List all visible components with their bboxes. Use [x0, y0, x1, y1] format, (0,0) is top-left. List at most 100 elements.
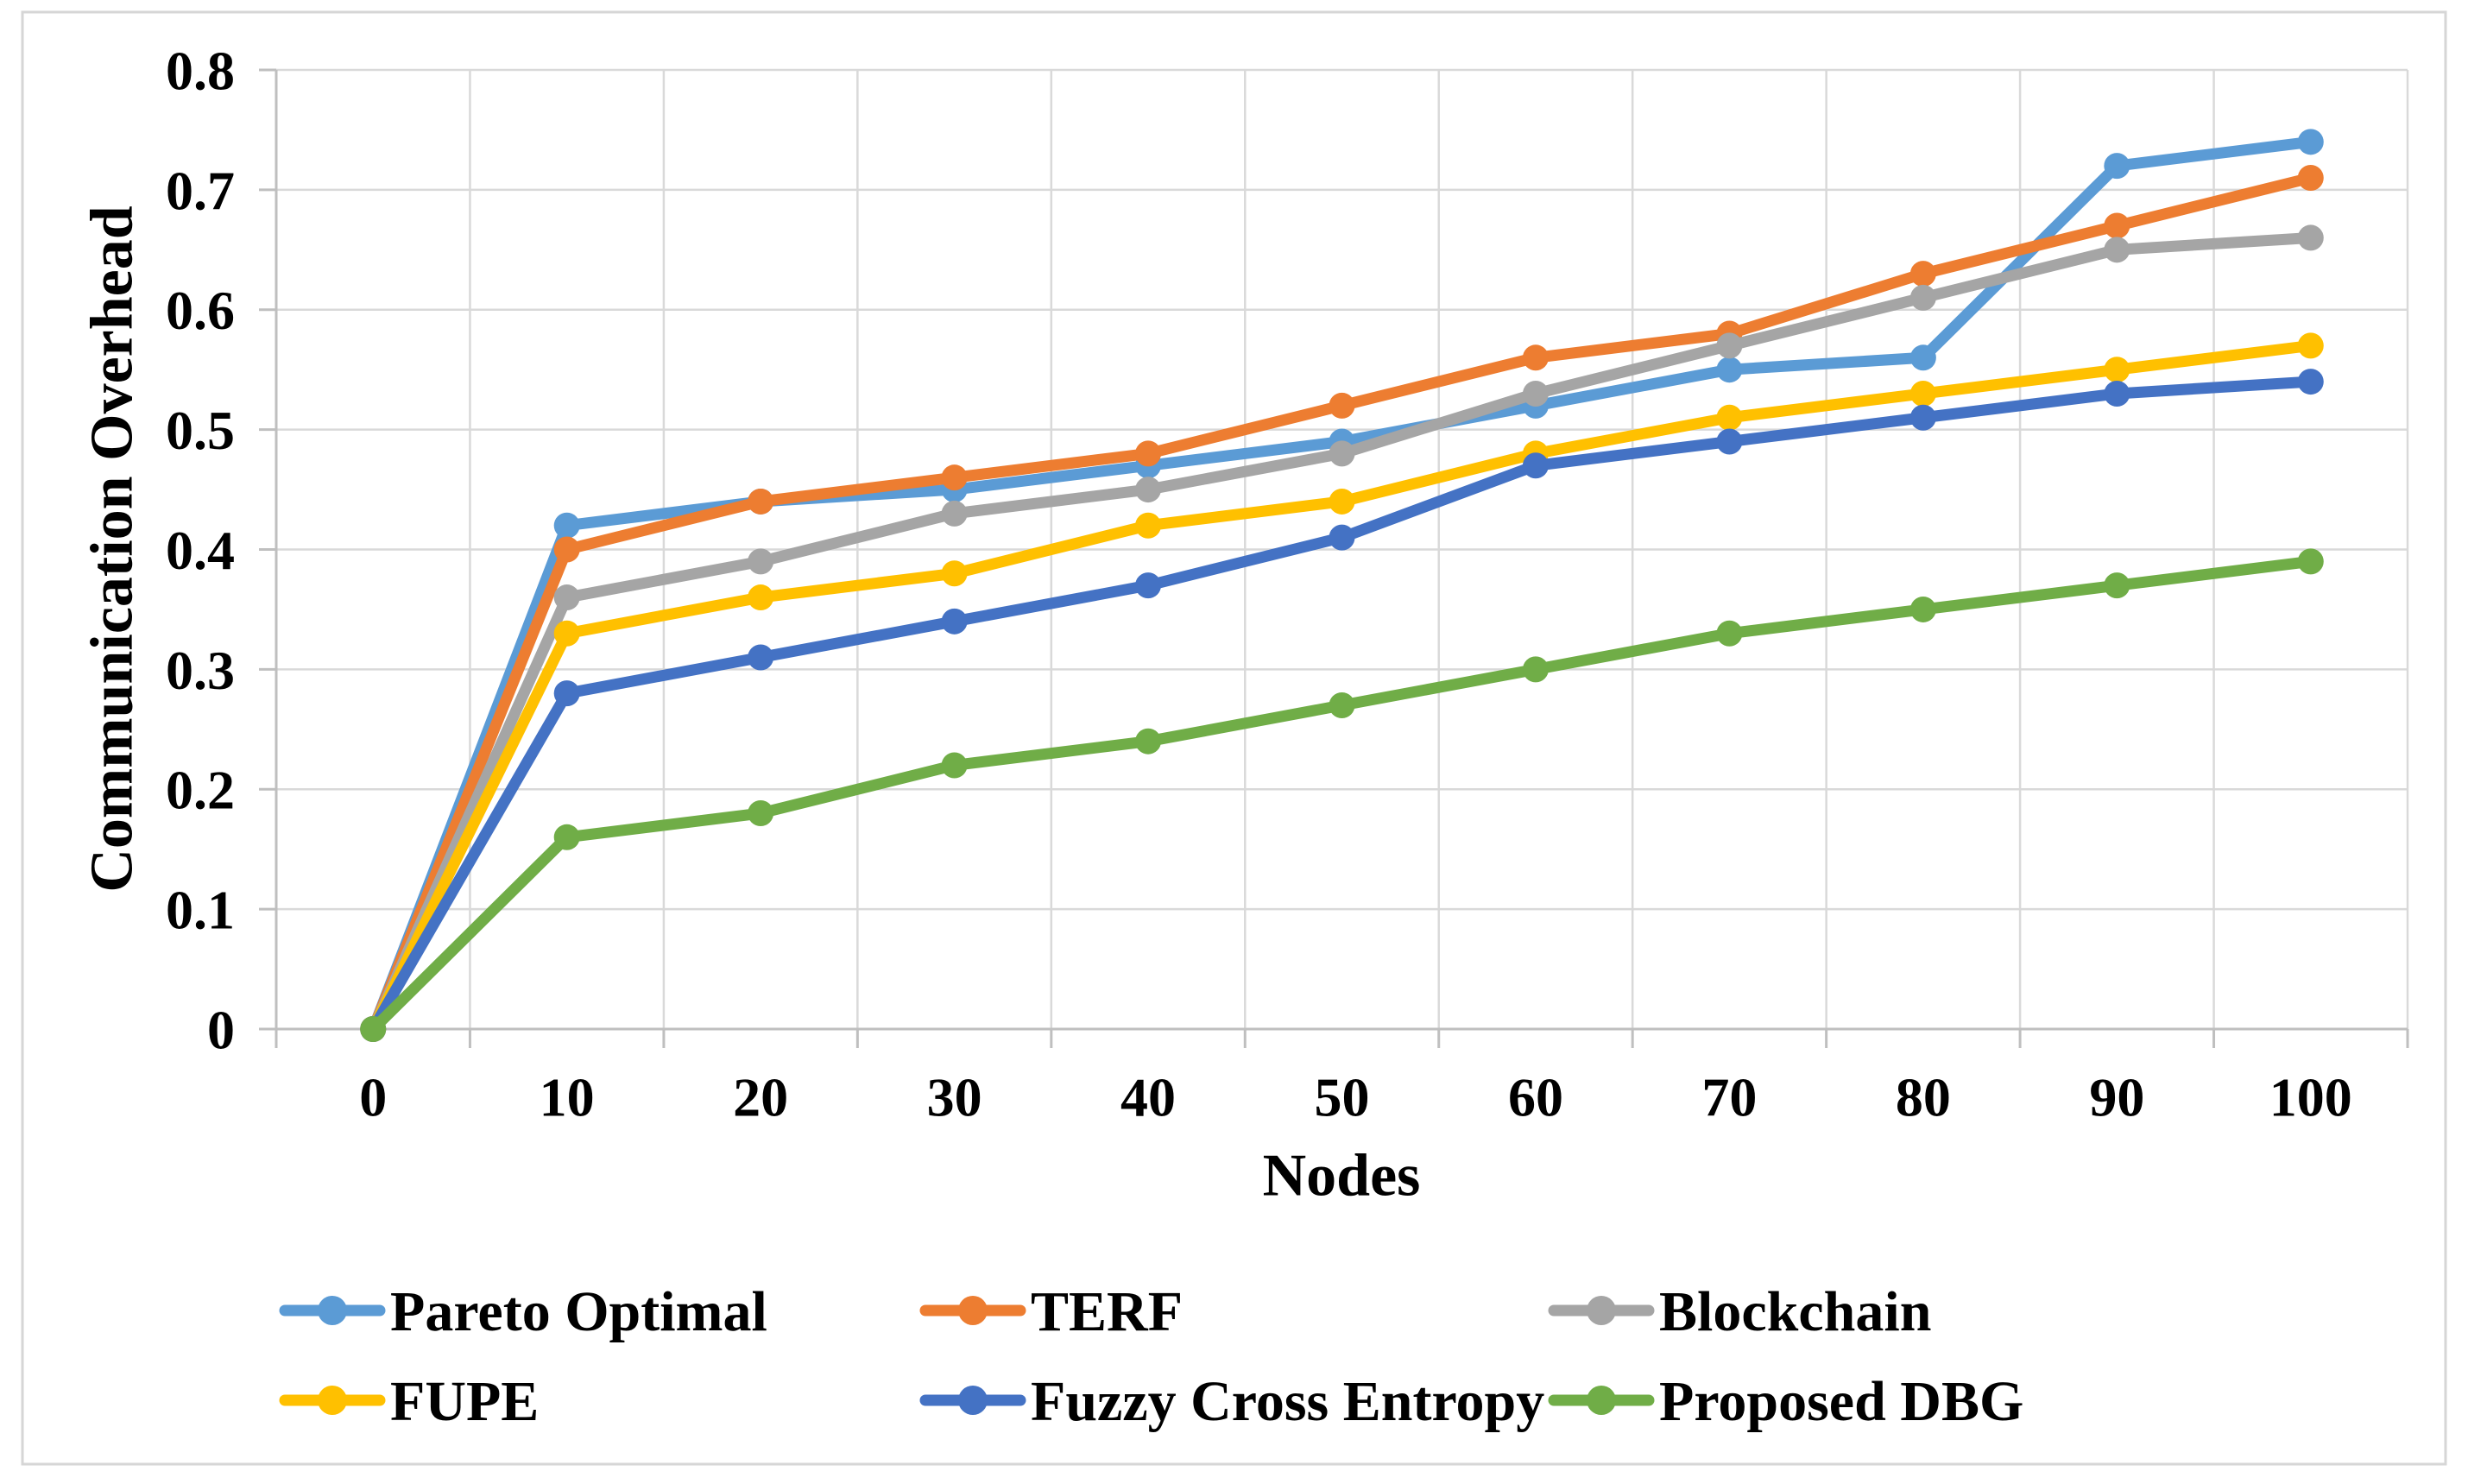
y-tick-label: 0.4	[166, 520, 235, 581]
series-marker-proposed-dbg	[553, 824, 580, 850]
x-tick-label: 60	[1508, 1066, 1563, 1127]
legend-swatch-marker	[958, 1296, 988, 1325]
y-tick-label: 0	[207, 999, 235, 1060]
series-marker-blockchain	[553, 584, 580, 611]
series-marker-blockchain	[1329, 440, 1355, 467]
series-marker-blockchain	[2104, 237, 2130, 263]
x-tick-label: 20	[733, 1066, 788, 1127]
legend-item-fuzzy-cross-entropy: Fuzzy Cross Entropy	[919, 1370, 1544, 1433]
series-marker-fuzzy-cross-entropy	[1909, 404, 1936, 431]
series-marker-proposed-dbg	[1522, 656, 1549, 683]
series-marker-fuzzy-cross-entropy	[748, 644, 774, 671]
figure-border	[21, 10, 2447, 1466]
x-tick-label: 90	[2089, 1066, 2144, 1127]
series-marker-terf	[1135, 440, 1162, 467]
x-tick-label: 10	[540, 1066, 595, 1127]
series-marker-blockchain	[1522, 380, 1549, 407]
series-marker-fupe	[553, 620, 580, 647]
series-marker-fuzzy-cross-entropy	[1522, 452, 1549, 479]
legend-swatch-marker	[318, 1296, 347, 1325]
legend-label: TERF	[1031, 1280, 1183, 1343]
x-tick-label: 50	[1315, 1066, 1370, 1127]
legend-item-fupe: FUPE	[279, 1370, 539, 1433]
tick-labels: 0 0.1 0.2 0.3 0.4 0.5 0.6 0.7 0.8 0 10 20 30 40 50 60 70…	[166, 40, 2352, 1127]
legend-swatch-marker	[958, 1386, 988, 1415]
series-marker-terf	[941, 464, 968, 491]
legend-swatch-marker	[318, 1386, 347, 1415]
series-marker-fupe	[1909, 380, 1936, 407]
legend-label: Proposed DBG	[1659, 1370, 2023, 1433]
y-tick-label: 0.8	[166, 40, 235, 101]
x-tick-label: 80	[1896, 1066, 1951, 1127]
legend-item-proposed-dbg: Proposed DBG	[1548, 1370, 2023, 1433]
series-marker-fuzzy-cross-entropy	[941, 608, 968, 635]
series-marker-proposed-dbg	[1909, 596, 1936, 622]
series-marker-terf	[1522, 344, 1549, 371]
y-axis-title: Communication Overhead	[79, 205, 146, 892]
x-tick-label: 40	[1120, 1066, 1176, 1127]
y-tick-label: 0.5	[166, 400, 235, 461]
series-marker-pareto-optimal	[553, 512, 580, 539]
series-marker-proposed-dbg	[1135, 728, 1162, 755]
series-marker-terf	[748, 488, 774, 515]
plot-series	[360, 129, 2324, 1042]
series-marker-proposed-dbg	[941, 752, 968, 779]
x-tick-label: 100	[2269, 1066, 2352, 1127]
legend-label: FUPE	[390, 1370, 539, 1433]
series-marker-terf	[553, 536, 580, 563]
series-marker-pareto-optimal	[1716, 357, 1743, 383]
series-marker-proposed-dbg	[2297, 548, 2324, 575]
legend-swatch-marker	[1587, 1386, 1616, 1415]
series-marker-fupe	[1329, 488, 1355, 515]
legend-label: Blockchain	[1659, 1280, 1931, 1343]
y-tick-label: 0.2	[166, 760, 235, 821]
series-marker-blockchain	[1909, 284, 1936, 311]
series-marker-proposed-dbg	[1716, 620, 1743, 647]
series-marker-terf	[1909, 261, 1936, 287]
series-marker-terf	[2297, 164, 2324, 191]
series-marker-pareto-optimal	[2104, 153, 2130, 180]
series-marker-fupe	[941, 560, 968, 587]
y-tick-label: 0.6	[166, 280, 235, 341]
legend-label: Fuzzy Cross Entropy	[1031, 1370, 1544, 1433]
series-marker-fupe	[2104, 357, 2130, 383]
axes	[259, 68, 2409, 1048]
series-marker-blockchain	[2297, 224, 2324, 251]
series-marker-blockchain	[748, 548, 774, 575]
series-marker-fupe	[1716, 404, 1743, 431]
x-tick-label: 0	[359, 1066, 387, 1127]
series-marker-pareto-optimal	[2297, 129, 2324, 155]
y-tick-label: 0.3	[166, 640, 235, 701]
legend-item-blockchain: Blockchain	[1548, 1280, 1931, 1343]
series-marker-blockchain	[1135, 477, 1162, 503]
series-marker-terf	[2104, 212, 2130, 239]
x-tick-label: 30	[927, 1066, 982, 1127]
series-marker-fuzzy-cross-entropy	[1716, 428, 1743, 455]
x-tick-label: 70	[1701, 1066, 1757, 1127]
series-marker-fupe	[748, 584, 774, 611]
y-tick-label: 0.7	[166, 160, 235, 221]
series-marker-blockchain	[941, 500, 968, 527]
y-tick-label: 0.1	[166, 880, 235, 941]
series-marker-proposed-dbg	[360, 1016, 387, 1042]
series-marker-fupe	[1135, 512, 1162, 539]
legend: Pareto Optimal TERF Blockchain FUPE Fuzzy Cr…	[279, 1280, 2023, 1433]
legend-swatch-marker	[1587, 1296, 1616, 1325]
series-marker-fuzzy-cross-entropy	[1135, 572, 1162, 599]
series-marker-fuzzy-cross-entropy	[2297, 369, 2324, 395]
x-axis-title: Nodes	[1263, 1143, 1421, 1209]
series-marker-fupe	[2297, 332, 2324, 359]
series-marker-proposed-dbg	[2104, 572, 2130, 599]
series-marker-fuzzy-cross-entropy	[2104, 380, 2130, 407]
series-marker-fuzzy-cross-entropy	[553, 680, 580, 707]
series-marker-blockchain	[1716, 332, 1743, 359]
series-marker-fuzzy-cross-entropy	[1329, 524, 1355, 551]
series-marker-proposed-dbg	[748, 800, 774, 827]
legend-item-terf: TERF	[919, 1280, 1183, 1343]
legend-item-pareto-optimal: Pareto Optimal	[279, 1280, 767, 1343]
series-marker-pareto-optimal	[1909, 344, 1936, 371]
series-marker-proposed-dbg	[1329, 692, 1355, 719]
